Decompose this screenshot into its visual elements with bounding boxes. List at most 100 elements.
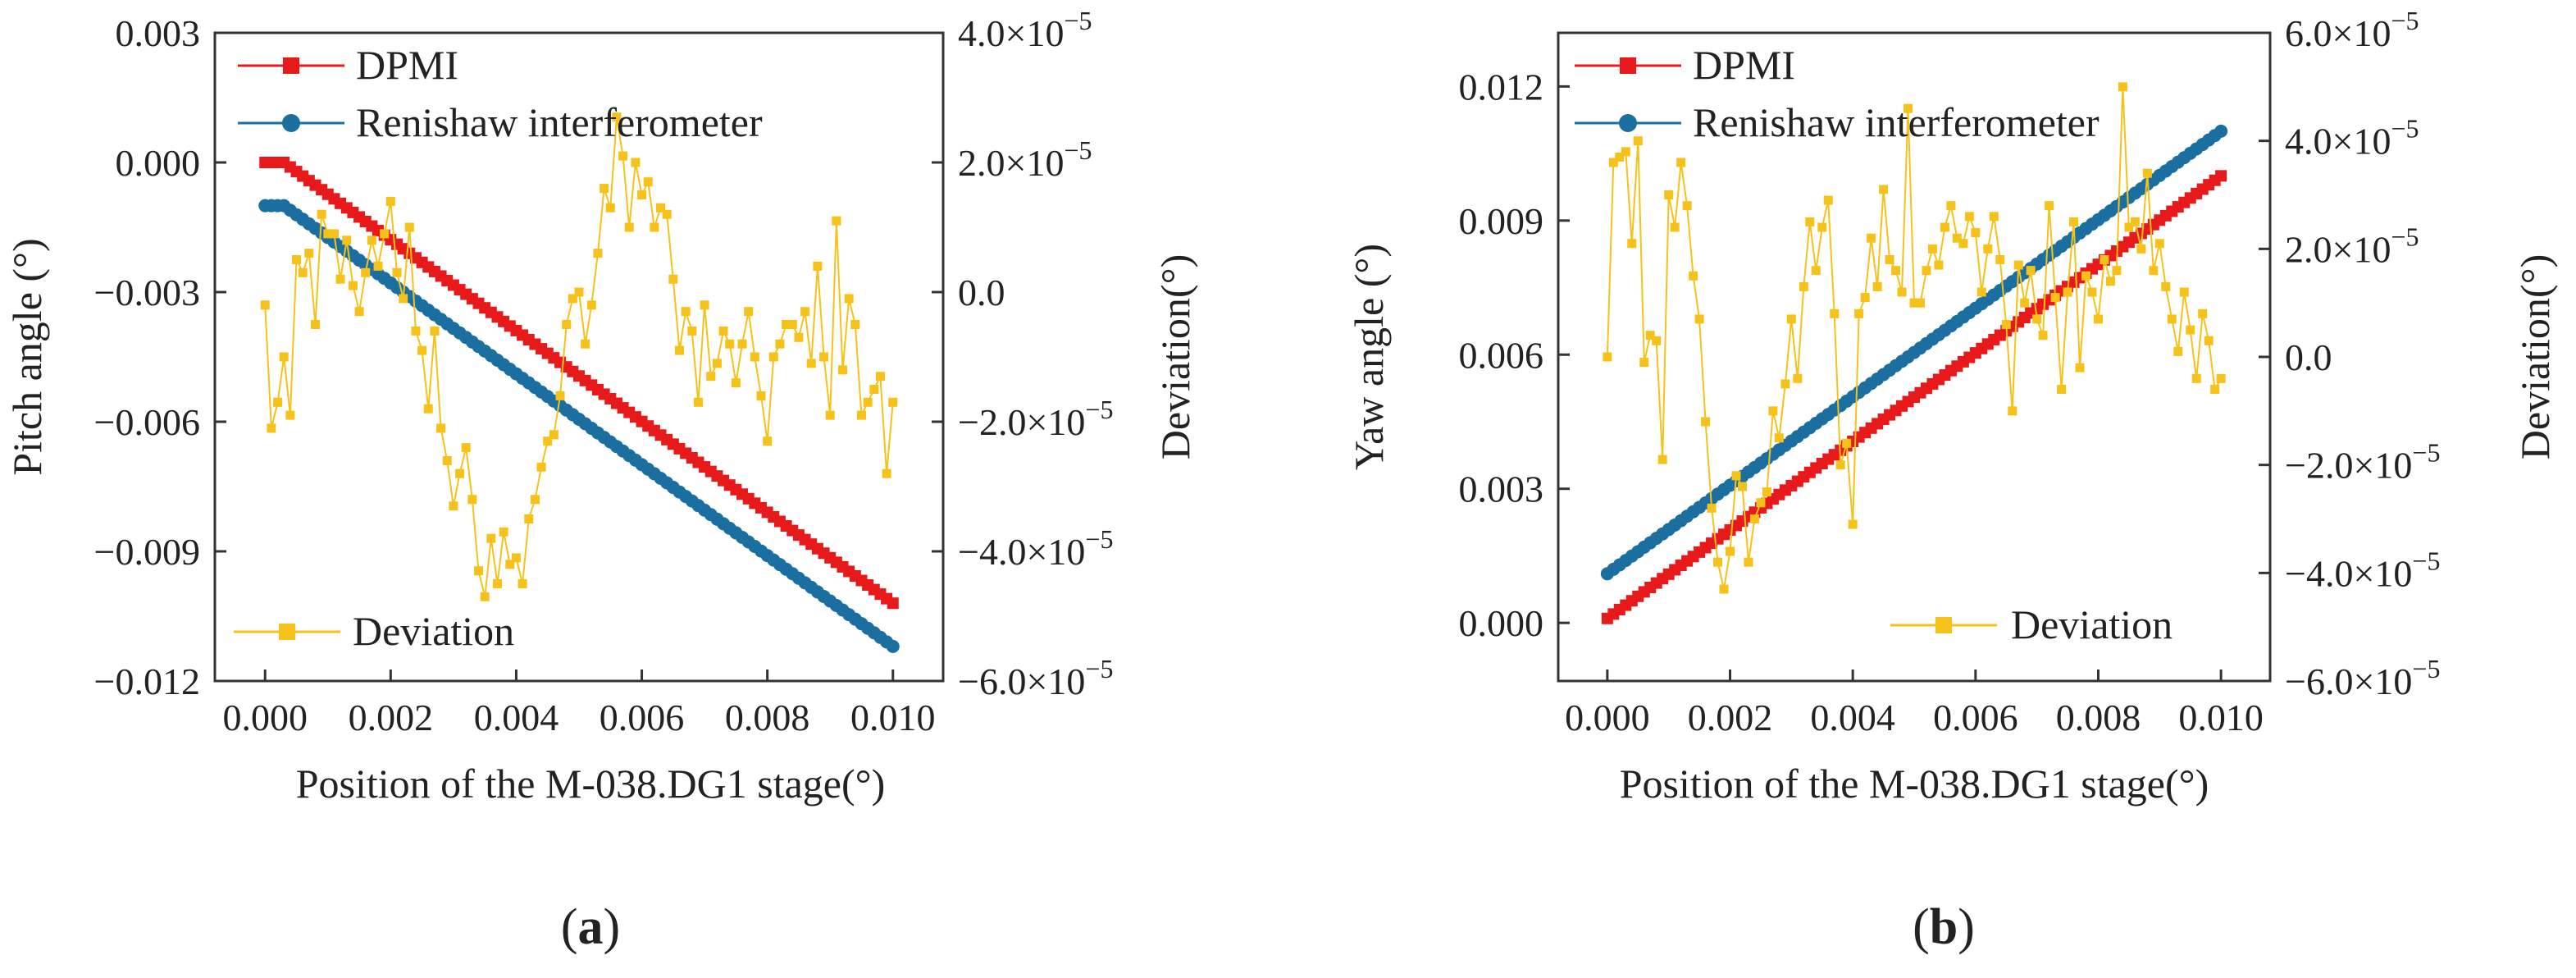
panel-b-deviation-point [1976,287,1986,297]
panel-a-x-tick-label: 0.002 [349,697,434,738]
panel-b-yaw-chart: 0.000 0.002 0.004 0.006 0.008 0.010 0.0120.00… [1346,6,2558,955]
panel-a-deviation-point [687,326,697,336]
panel-a-deviation-point [624,222,634,232]
panel-a-left-y-tick-label: 0.003 [116,12,201,54]
panel-b-deviation-point [2173,346,2183,356]
panel-b-deviation-point [1854,308,1864,318]
panel-b-legend-deviation-label: Deviation [2011,601,2173,647]
panel-b-dpmi-point [2215,170,2227,182]
panel-b-deviation-point [1694,314,1704,324]
panel-a-caption-letter: a [578,899,604,955]
panel-b-deviation-point [1780,379,1790,389]
panel-b-x-tick-label: 0.006 [1933,697,2018,738]
panel-b-deviation-point [1719,584,1729,594]
panel-a-deviation-point [668,274,678,284]
panel-a-deviation-point [681,307,691,317]
panel-b-deviation-point [2216,373,2226,383]
panel-a-deviation-point [838,365,848,375]
panel-b-deviation-point [1860,293,1870,303]
panel-a-deviation-point [399,294,408,304]
panel-b-deviation-point [2118,82,2127,92]
panel-a-deviation-point [618,151,628,161]
panel-b-deviation-point [2026,266,2036,276]
panel-a-x-tick-label: 0.010 [850,697,936,738]
panel-b-deviation-point [2191,373,2201,383]
panel-b-deviation-point [2069,217,2079,226]
panel-a-plot-frame [213,31,945,683]
panel-a-left-y-tick-label: −0.003 [94,272,200,313]
panel-a-right-y-tick-label: 4.0×10−5 [958,6,1092,54]
panel-a-deviation-point [373,261,383,271]
panel-b-deviation-point [2050,293,2060,303]
panel-b-deviation-point [1749,514,1759,523]
panel-b-legend-renishaw-marker [1619,114,1637,132]
panel-a-x-tick-labels: 0.000 0.002 0.004 0.006 0.008 0.010 [222,697,935,738]
panel-a-deviation-point [568,294,577,304]
panel-b-deviation-point [1958,239,1968,249]
panel-a-legend-renishaw-marker [282,114,300,132]
panel-a-deviation-point [492,579,502,588]
panel-a-left-y-axis-title: Pitch angle (°) [4,238,50,475]
panel-a-legend-deviation-label: Deviation [353,608,514,654]
panel-a-deviation-point [882,468,891,478]
panel-b-deviation-point [1835,460,1845,470]
panel-b-x-tick-labels: 0.000 0.002 0.004 0.006 0.008 0.010 [1565,697,2264,738]
panel-b-deviation-point [2008,406,2017,416]
panel-a-deviation-point [536,462,546,472]
panel-b-deviation-point [2167,314,2177,324]
panel-a-deviation-point [581,339,590,349]
panel-b-right-y-tick-label: 0.0 [2285,336,2332,378]
panel-a-deviation-point [574,287,584,297]
panel-a-deviation-point [593,249,603,258]
panel-b-deviation-point [1744,557,1753,567]
panel-a-deviation-point [674,345,684,355]
panel-b-deviation-point [1621,147,1630,157]
panel-a-deviation-point [875,372,885,382]
panel-b-deviation-point [1713,557,1723,567]
panel-b-deviation-point [2032,314,2042,324]
panel-a-deviation-point [354,307,364,317]
panel-b-deviation-point [2136,244,2146,254]
panel-a-deviation-point [549,430,559,440]
panel-a-right-y-axis-title: Deviation(°) [1152,254,1198,459]
panel-a-right-y-tick-label: 0.0 [958,272,1005,313]
panel-b-deviation-point [2093,314,2103,324]
panel-a-deviation-point [750,352,759,362]
panel-a-deviation-point [511,553,521,563]
panel-a-deviation-point [775,339,785,349]
panel-a-deviation-point [411,326,421,336]
panel-b-x-axis-title: Position of the M-038.DG1 stage(°) [1620,761,2209,807]
panel-b-right-y-tick-label: 4.0×10−5 [2285,114,2419,162]
panel-a-deviation-point [342,235,352,245]
panel-b-deviation-point [2204,336,2214,345]
panel-a-deviation-point [706,372,716,382]
panel-a-deviation-point [530,495,540,505]
panel-b-left-y-axis-title: Yaw angle (°) [1346,244,1392,470]
panel-a-x-tick-label: 0.006 [600,697,685,738]
panel-b-deviation-point [1799,281,1808,291]
panel-b-deviation-point [2105,276,2115,286]
panel-b-ticks [1558,31,2270,683]
panel-a-deviation-point [869,385,879,394]
panel-b-deviation-point [1774,433,1784,443]
panel-a-deviation-point [832,216,841,226]
panel-a-deviation-point [423,404,433,414]
panel-a-legend-dpmi-marker [283,57,299,74]
panel-a-deviation-point [329,229,339,239]
panel-a-deviation-point [480,592,490,601]
panel-b-series [1600,82,2228,624]
panel-a-deviation-point [361,267,371,277]
panel-b-deviation-point [1946,201,1956,211]
panel-a-deviation-point [850,320,860,329]
panel-b-deviation-point [2130,217,2140,226]
panel-a-right-y-tick-label: −2.0×10−5 [958,395,1113,443]
panel-b-right-y-tick-label: 6.0×10−5 [2285,6,2419,54]
panel-b-deviation-point [2142,168,2152,178]
panel-a-deviation-point [768,352,778,362]
panel-b-deviation-point [2057,385,2067,394]
panel-a-legend-top: DPMI Renishaw interferometer [238,42,763,145]
panel-b-deviation-point [1633,136,1643,146]
panel-b-deviation-point [1639,358,1649,368]
